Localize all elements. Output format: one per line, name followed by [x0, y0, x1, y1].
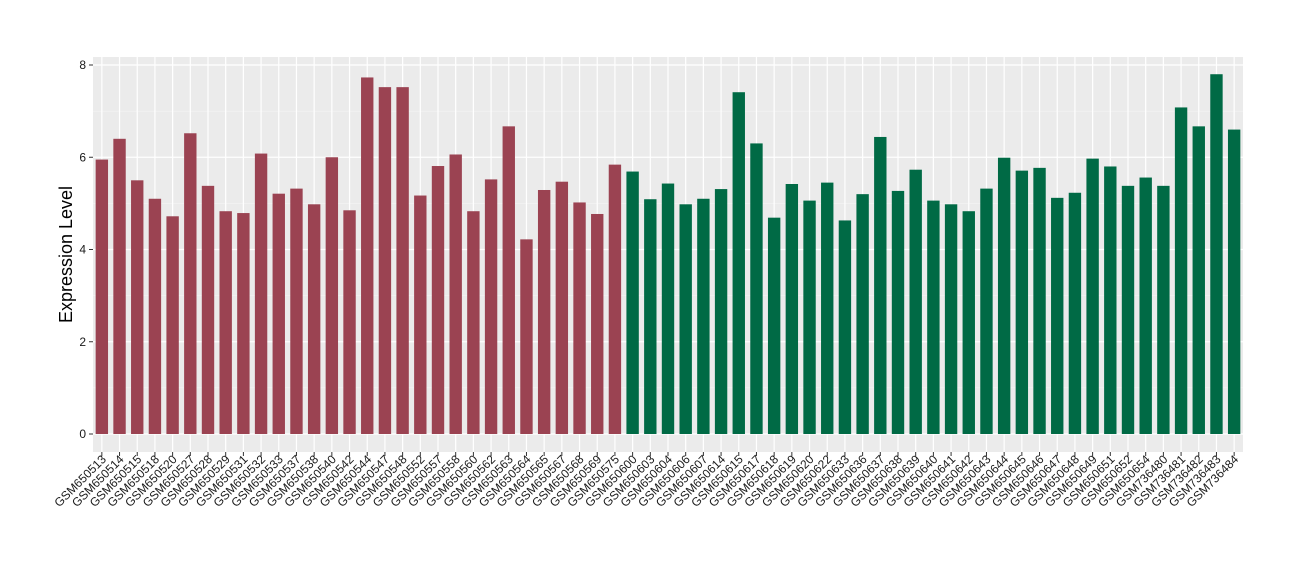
bar-GSM650619 — [785, 184, 799, 434]
bar-GSM650518 — [148, 198, 162, 434]
bar-GSM650558 — [449, 154, 462, 435]
bar-GSM650544 — [361, 77, 374, 435]
y-tick-label: 2 — [79, 335, 86, 349]
bar-GSM650529 — [219, 211, 232, 434]
bar-GSM650641 — [944, 204, 958, 434]
bar-GSM650542 — [343, 210, 356, 434]
bar-GSM650552 — [414, 195, 427, 434]
y-axis-title: Expression Level — [56, 186, 76, 323]
bar-GSM650533 — [272, 193, 285, 434]
bar-GSM650520 — [166, 216, 179, 434]
y-tick-label: 4 — [79, 243, 86, 257]
bar-GSM650557 — [431, 166, 445, 435]
bar-GSM650640 — [927, 200, 940, 434]
bar-GSM650620 — [803, 200, 816, 434]
bar-GSM650614 — [714, 189, 728, 434]
bar-GSM650637 — [874, 136, 887, 434]
bar-GSM650615 — [732, 92, 745, 435]
bar-GSM650527 — [184, 133, 197, 434]
bar-GSM650606 — [679, 204, 692, 434]
bar-GSM650603 — [644, 199, 657, 434]
bar-GSM650617 — [750, 143, 763, 434]
bar-GSM650548 — [396, 87, 409, 434]
bar-GSM650643 — [980, 188, 993, 434]
y-tick-label: 8 — [79, 58, 86, 72]
bar-GSM650567 — [555, 181, 569, 434]
bar-GSM650633 — [838, 220, 852, 434]
bar-GSM650622 — [821, 182, 834, 434]
bar-GSM736482 — [1192, 126, 1205, 434]
bar-GSM650647 — [1051, 197, 1064, 434]
bar-GSM650568 — [573, 202, 586, 434]
bar-GSM650540 — [325, 157, 339, 434]
bar-GSM650604 — [661, 183, 675, 434]
bar-GSM650560 — [467, 211, 480, 434]
bar-GSM650646 — [1033, 167, 1046, 434]
bar-GSM650537 — [290, 188, 303, 434]
bar-GSM650648 — [1068, 192, 1082, 434]
bar-GSM736480 — [1157, 185, 1170, 434]
bar-GSM650649 — [1086, 158, 1099, 435]
bar-GSM736484 — [1227, 129, 1241, 434]
bar-GSM650532 — [254, 153, 268, 434]
bar-GSM650645 — [1015, 170, 1029, 434]
bar-GSM650565 — [537, 189, 551, 434]
bar-GSM650547 — [378, 87, 392, 434]
bar-GSM650607 — [697, 198, 710, 434]
bar-GSM650618 — [767, 217, 781, 434]
bar-GSM650651 — [1104, 166, 1117, 434]
bar-GSM650531 — [237, 213, 250, 434]
bar-GSM650638 — [891, 190, 905, 434]
bar-GSM650528 — [201, 185, 215, 434]
bar-GSM650515 — [131, 180, 144, 434]
y-tick-label: 6 — [79, 150, 86, 164]
bar-GSM650644 — [997, 157, 1011, 434]
bar-GSM650652 — [1121, 185, 1135, 434]
bar-GSM736481 — [1174, 107, 1188, 434]
bar-GSM650569 — [591, 213, 604, 434]
bar-GSM650538 — [307, 204, 321, 434]
bar-GSM650563 — [502, 126, 515, 434]
bar-GSM650639 — [909, 169, 922, 435]
bar-GSM650514 — [113, 138, 126, 435]
bar-GSM736483 — [1210, 74, 1223, 434]
bar-GSM650562 — [484, 179, 498, 434]
bar-GSM650636 — [856, 194, 869, 434]
bar-GSM650575 — [608, 164, 622, 434]
bar-GSM650513 — [95, 159, 109, 434]
y-tick-label: 0 — [79, 427, 86, 441]
bar-GSM650564 — [520, 239, 533, 434]
bar-GSM650654 — [1139, 177, 1152, 435]
bar-GSM650642 — [962, 211, 975, 434]
bar-GSM650600 — [626, 171, 639, 434]
